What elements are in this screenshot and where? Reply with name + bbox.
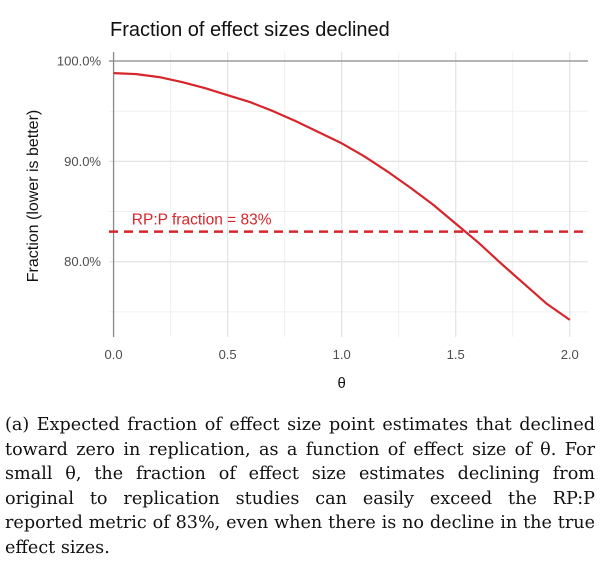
reference-line-label: RP:P fraction = 83% (132, 212, 272, 229)
plot-grid (109, 52, 588, 337)
x-tick-label: 1.0 (333, 347, 351, 362)
x-tick-label: 2.0 (561, 347, 579, 362)
series-line (113, 72, 571, 321)
x-axis-label: θ (337, 375, 345, 392)
plot-axes (109, 52, 588, 337)
figure-caption: (a) Expected fraction of effect size poi… (5, 413, 595, 561)
x-tick-label: 0.5 (219, 347, 237, 362)
x-tick-label: 1.5 (447, 347, 465, 362)
y-tick-label: 90.0% (64, 154, 101, 169)
y-tick-label: 100.0% (57, 54, 102, 69)
caption-prefix: (a) (5, 415, 30, 435)
y-tick-label: 80.0% (64, 254, 101, 269)
caption-text: Expected fraction of effect size point e… (5, 415, 595, 558)
plot-labels: 80.0% 90.0% 100.0% 0.0 0.5 1.0 1.5 2.0 RP:P frac… (25, 19, 579, 392)
y-axis-label: Fraction (lower is better) (25, 110, 42, 283)
plot-lines (109, 72, 588, 321)
x-tick-label: 0.0 (105, 347, 123, 362)
chart-title: Fraction of effect sizes declined (110, 19, 390, 41)
